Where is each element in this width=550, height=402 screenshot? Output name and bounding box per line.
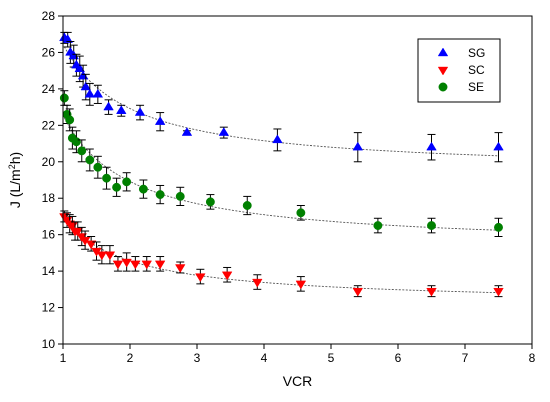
x-tick-label: 5 bbox=[328, 351, 335, 365]
data-point-sg bbox=[80, 81, 92, 91]
data-point-sc bbox=[121, 258, 132, 268]
data-point-sc bbox=[112, 260, 124, 270]
data-series bbox=[59, 31, 504, 298]
y-tick-label: 22 bbox=[42, 118, 56, 132]
fit-curve-sg bbox=[63, 46, 499, 157]
x-axis-ticks: 1 2 3 4 5 6 7 8 bbox=[60, 344, 536, 365]
data-point-se bbox=[71, 137, 81, 147]
data-point-sg bbox=[103, 101, 114, 111]
legend-label-se: SE bbox=[468, 80, 484, 94]
legend-marker-sc bbox=[437, 66, 449, 76]
y-tick-label: 16 bbox=[42, 228, 56, 242]
x-tick-label: 6 bbox=[395, 351, 402, 365]
data-point-sc bbox=[141, 260, 152, 270]
data-point-se bbox=[427, 221, 436, 231]
x-tick-label: 1 bbox=[60, 351, 67, 365]
y-tick-label: 28 bbox=[42, 9, 56, 23]
y-tick-label: 14 bbox=[42, 264, 56, 278]
data-point-sc bbox=[221, 271, 233, 281]
data-point-se bbox=[296, 208, 306, 218]
y-axis-title-superscript: 2 bbox=[7, 164, 17, 169]
data-point-se bbox=[494, 222, 503, 232]
data-point-se bbox=[205, 197, 215, 207]
data-point-se bbox=[102, 173, 112, 183]
data-point-sc bbox=[130, 260, 141, 270]
data-point-sc bbox=[493, 287, 504, 297]
data-point-sg bbox=[116, 105, 127, 114]
plot-frame bbox=[62, 15, 533, 345]
x-axis-title: VCR bbox=[283, 373, 313, 389]
data-point-sg bbox=[218, 127, 230, 136]
data-point-sg bbox=[493, 141, 504, 151]
data-point-se bbox=[175, 191, 185, 201]
x-tick-label: 4 bbox=[261, 351, 268, 365]
y-axis-title: J (L/m2h) bbox=[7, 152, 23, 208]
series-se bbox=[59, 90, 503, 237]
x-tick-label: 8 bbox=[529, 351, 536, 365]
data-point-sc bbox=[104, 251, 116, 261]
legend-label-sg: SG bbox=[468, 46, 485, 60]
data-point-sg bbox=[74, 63, 85, 73]
y-axis-title-unit: h) bbox=[7, 152, 23, 164]
data-point-se bbox=[93, 162, 103, 172]
data-point-sg bbox=[92, 88, 104, 98]
y-tick-label: 10 bbox=[42, 337, 56, 351]
fit-curve-se bbox=[63, 117, 499, 231]
y-tick-label: 26 bbox=[42, 45, 56, 59]
data-point-sc bbox=[195, 273, 206, 283]
data-point-se bbox=[59, 93, 69, 103]
data-point-sg bbox=[84, 88, 96, 98]
x-tick-label: 3 bbox=[194, 351, 201, 365]
data-point-sc bbox=[252, 278, 263, 288]
data-point-sg bbox=[352, 141, 364, 151]
data-point-sc bbox=[72, 227, 83, 237]
data-point-sc bbox=[85, 240, 97, 250]
data-point-sc bbox=[154, 260, 166, 270]
data-point-sc bbox=[295, 280, 307, 290]
data-point-se bbox=[155, 190, 165, 200]
data-point-se bbox=[77, 146, 87, 156]
data-point-se bbox=[242, 201, 252, 210]
x-tick-label: 2 bbox=[127, 351, 134, 365]
y-tick-label: 24 bbox=[42, 82, 56, 96]
legend-label-sc: SC bbox=[468, 63, 485, 77]
y-axis-title-main: J (L/m bbox=[7, 169, 23, 208]
data-point-sg bbox=[62, 34, 73, 43]
fit-curve-sc bbox=[63, 218, 499, 294]
data-point-sg bbox=[154, 116, 166, 125]
legend: SG SC SE bbox=[417, 38, 501, 103]
data-point-sc bbox=[175, 264, 186, 273]
legend-marker-sg bbox=[437, 47, 449, 57]
y-tick-label: 12 bbox=[42, 301, 56, 315]
series-sc bbox=[59, 210, 504, 298]
data-point-sc bbox=[426, 287, 437, 297]
y-tick-label: 18 bbox=[42, 191, 56, 205]
data-point-se bbox=[138, 184, 148, 194]
data-point-se bbox=[85, 155, 95, 165]
data-point-sc bbox=[352, 287, 364, 297]
data-point-se bbox=[65, 115, 75, 125]
data-point-sc bbox=[96, 251, 108, 261]
y-tick-label: 20 bbox=[42, 155, 56, 169]
series-sg bbox=[59, 31, 504, 163]
legend-box bbox=[417, 38, 501, 103]
x-tick-label: 7 bbox=[462, 351, 469, 365]
data-point-se bbox=[122, 177, 132, 187]
axes bbox=[62, 15, 533, 345]
data-point-sg bbox=[272, 134, 283, 144]
legend-marker-se bbox=[438, 82, 448, 92]
data-point-sg bbox=[426, 141, 437, 151]
data-point-sg bbox=[181, 127, 193, 136]
data-point-se bbox=[373, 221, 383, 231]
data-point-se bbox=[112, 182, 122, 192]
data-point-sg bbox=[134, 107, 146, 116]
y-axis-ticks: 10 12 14 16 18 20 22 24 26 28 bbox=[42, 9, 63, 351]
